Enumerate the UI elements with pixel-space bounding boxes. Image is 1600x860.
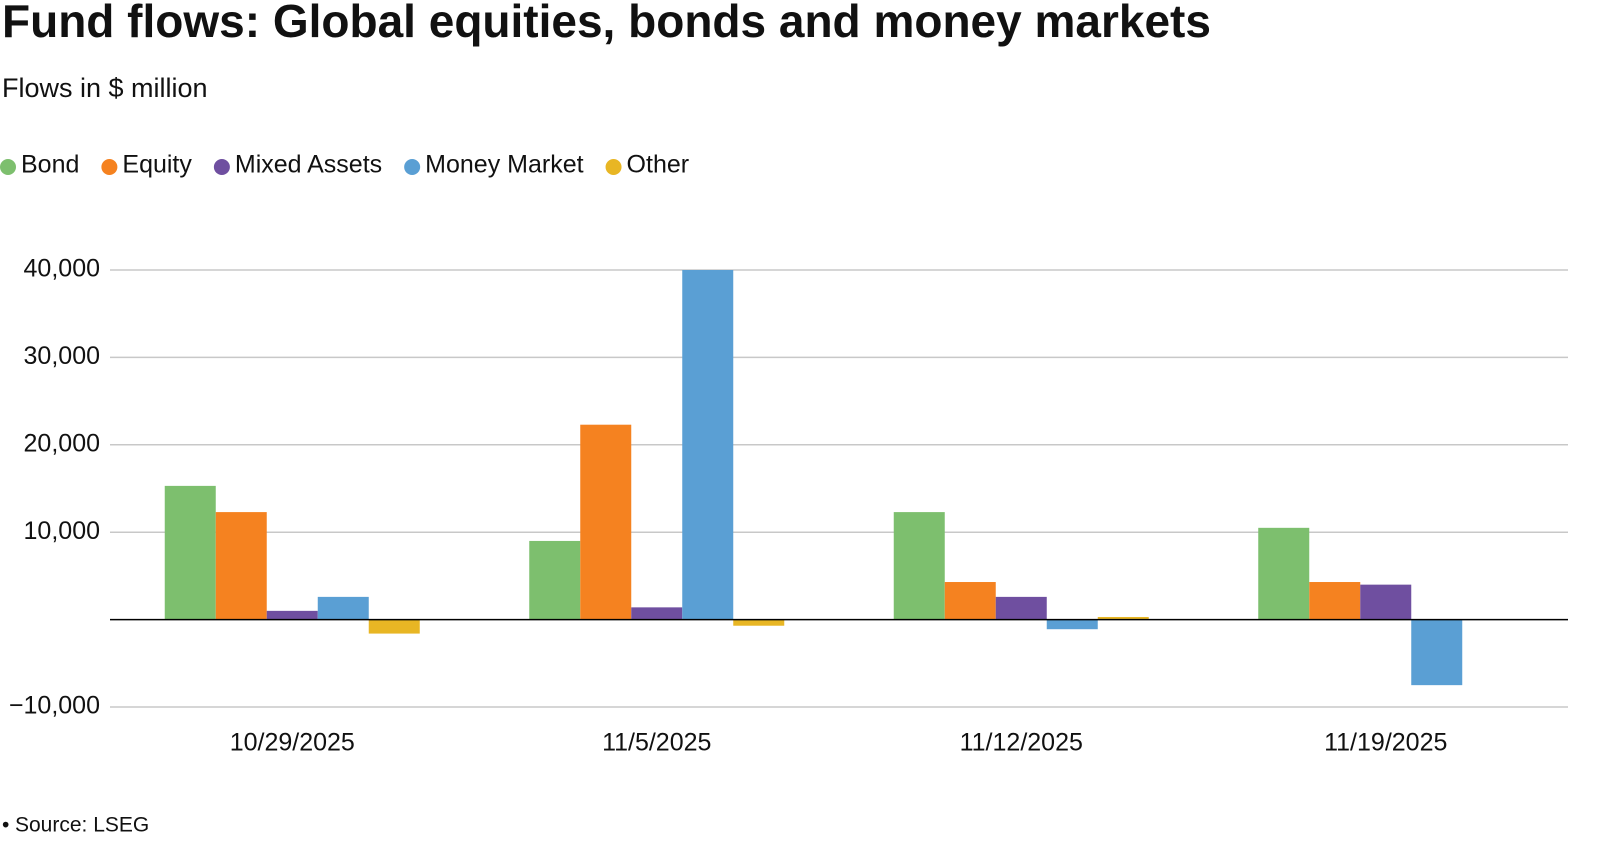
x-tick-label: 11/19/2025 <box>1324 729 1447 757</box>
y-tick-label: 40,000 <box>24 255 100 283</box>
legend-label: Money Market <box>425 151 583 179</box>
bar <box>1097 616 1149 620</box>
bar <box>1411 619 1463 686</box>
bar <box>1360 584 1412 620</box>
bar <box>682 270 734 620</box>
legend-swatch <box>404 159 421 175</box>
bar <box>893 512 945 620</box>
y-tick-label: 30,000 <box>24 342 100 370</box>
bar <box>1309 582 1361 620</box>
bar <box>164 485 216 620</box>
bar <box>317 596 369 620</box>
y-tick-label: 20,000 <box>24 429 100 457</box>
x-tick-label: 10/29/2025 <box>230 729 355 757</box>
bar <box>1258 527 1310 620</box>
legend-label: Other <box>627 151 690 179</box>
bar <box>1046 619 1098 630</box>
legend-swatch <box>0 159 16 175</box>
bar <box>266 610 318 620</box>
bar <box>580 424 632 620</box>
y-tick-label: −10,000 <box>9 692 100 720</box>
x-tick-label: 11/12/2025 <box>960 729 1083 757</box>
y-tick-label: 10,000 <box>24 517 100 545</box>
chart-subtitle: Flows in $ million <box>2 73 208 103</box>
bar <box>529 540 581 620</box>
chart-title: Fund flows: Global equities, bonds and m… <box>2 0 1211 47</box>
legend-swatch <box>213 159 230 175</box>
legend: Bond Equity Mixed Assets Money Market Other <box>0 151 689 179</box>
bar <box>944 582 996 620</box>
x-tick-label: 11/5/2025 <box>602 729 711 757</box>
legend-label: Mixed Assets <box>235 151 382 179</box>
bar <box>215 512 267 620</box>
source-bullet: • <box>2 814 9 837</box>
source-note: Source: LSEG <box>15 814 149 837</box>
legend-swatch <box>101 159 118 175</box>
legend-label: Equity <box>122 151 192 179</box>
bar <box>733 619 785 626</box>
bar <box>995 596 1047 620</box>
bar <box>631 607 683 620</box>
bar <box>368 619 420 634</box>
legend-swatch <box>605 159 622 175</box>
legend-label: Bond <box>21 151 79 179</box>
